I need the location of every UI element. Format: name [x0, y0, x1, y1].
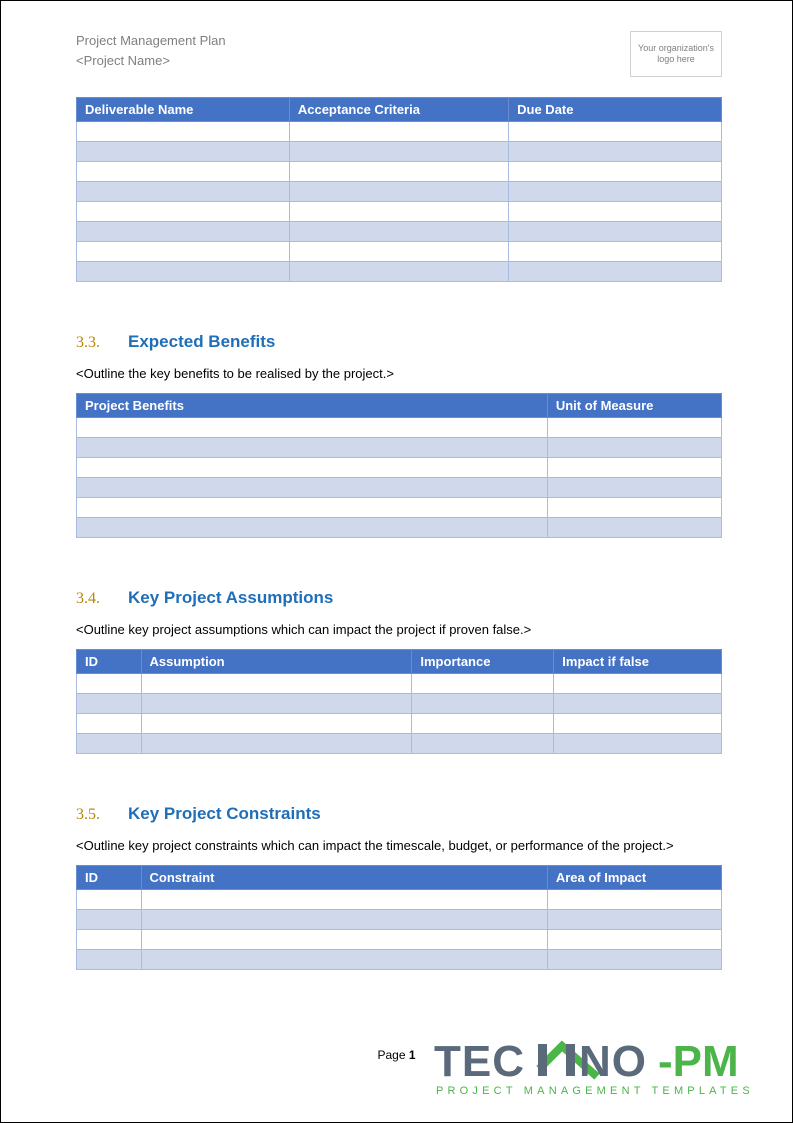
table-row	[77, 438, 722, 458]
table-row	[77, 142, 722, 162]
table-row	[77, 182, 722, 202]
svg-text:NO: NO	[579, 1037, 647, 1086]
col-unit-of-measure: Unit of Measure	[547, 394, 721, 418]
table-row	[77, 122, 722, 142]
col-impact-if-false: Impact if false	[554, 650, 722, 674]
table-row	[77, 222, 722, 242]
section-title: Key Project Constraints	[128, 804, 321, 824]
table-row	[77, 890, 722, 910]
section-title: Key Project Assumptions	[128, 588, 333, 608]
svg-text:TEC: TEC	[434, 1037, 525, 1086]
constraints-table: ID Constraint Area of Impact	[76, 865, 722, 970]
section-number: 3.3.	[76, 334, 106, 352]
benefits-table: Project Benefits Unit of Measure	[76, 393, 722, 538]
table-row	[77, 950, 722, 970]
col-id: ID	[77, 650, 142, 674]
assumptions-table: ID Assumption Importance Impact if false	[76, 649, 722, 754]
table-row	[77, 478, 722, 498]
deliverables-table: Deliverable Name Acceptance Criteria Due…	[76, 97, 722, 282]
table-row	[77, 498, 722, 518]
col-deliverable-name: Deliverable Name	[77, 98, 290, 122]
logo-placeholder: Your organization's logo here	[630, 31, 722, 77]
col-constraint: Constraint	[141, 866, 547, 890]
table-row	[77, 674, 722, 694]
table-row	[77, 162, 722, 182]
table-row	[77, 694, 722, 714]
svg-text:PROJECT MANAGEMENT TEMPLATES: PROJECT MANAGEMENT TEMPLATES	[436, 1085, 754, 1097]
page-number: 1	[409, 1048, 416, 1062]
table-row	[77, 910, 722, 930]
header-line1: Project Management Plan	[76, 31, 226, 51]
table-row	[77, 518, 722, 538]
svg-text:-PM: -PM	[658, 1037, 739, 1086]
header-title-block: Project Management Plan <Project Name>	[76, 31, 226, 70]
table-row	[77, 714, 722, 734]
section-desc-benefits: <Outline the key benefits to be realised…	[76, 366, 722, 381]
header-line2: <Project Name>	[76, 51, 226, 71]
table-row	[77, 930, 722, 950]
brand-logo: TEC NO -PM PROJECT MANAGEMENT TEMPLATES	[434, 1036, 754, 1104]
page-header: Project Management Plan <Project Name> Y…	[76, 31, 722, 77]
col-due-date: Due Date	[509, 98, 722, 122]
col-acceptance-criteria: Acceptance Criteria	[289, 98, 508, 122]
col-importance: Importance	[412, 650, 554, 674]
section-number: 3.4.	[76, 590, 106, 608]
col-area-of-impact: Area of Impact	[547, 866, 721, 890]
section-heading-benefits: 3.3. Expected Benefits	[76, 332, 722, 352]
col-id: ID	[77, 866, 142, 890]
table-row	[77, 262, 722, 282]
section-heading-constraints: 3.5. Key Project Constraints	[76, 804, 722, 824]
section-heading-assumptions: 3.4. Key Project Assumptions	[76, 588, 722, 608]
page-label: Page	[377, 1048, 405, 1062]
table-row	[77, 202, 722, 222]
table-row	[77, 418, 722, 438]
section-desc-constraints: <Outline key project constraints which c…	[76, 838, 722, 853]
col-assumption: Assumption	[141, 650, 412, 674]
table-row	[77, 734, 722, 754]
table-row	[77, 242, 722, 262]
section-title: Expected Benefits	[128, 332, 275, 352]
table-row	[77, 458, 722, 478]
col-project-benefits: Project Benefits	[77, 394, 548, 418]
section-desc-assumptions: <Outline key project assumptions which c…	[76, 622, 722, 637]
section-number: 3.5.	[76, 806, 106, 824]
